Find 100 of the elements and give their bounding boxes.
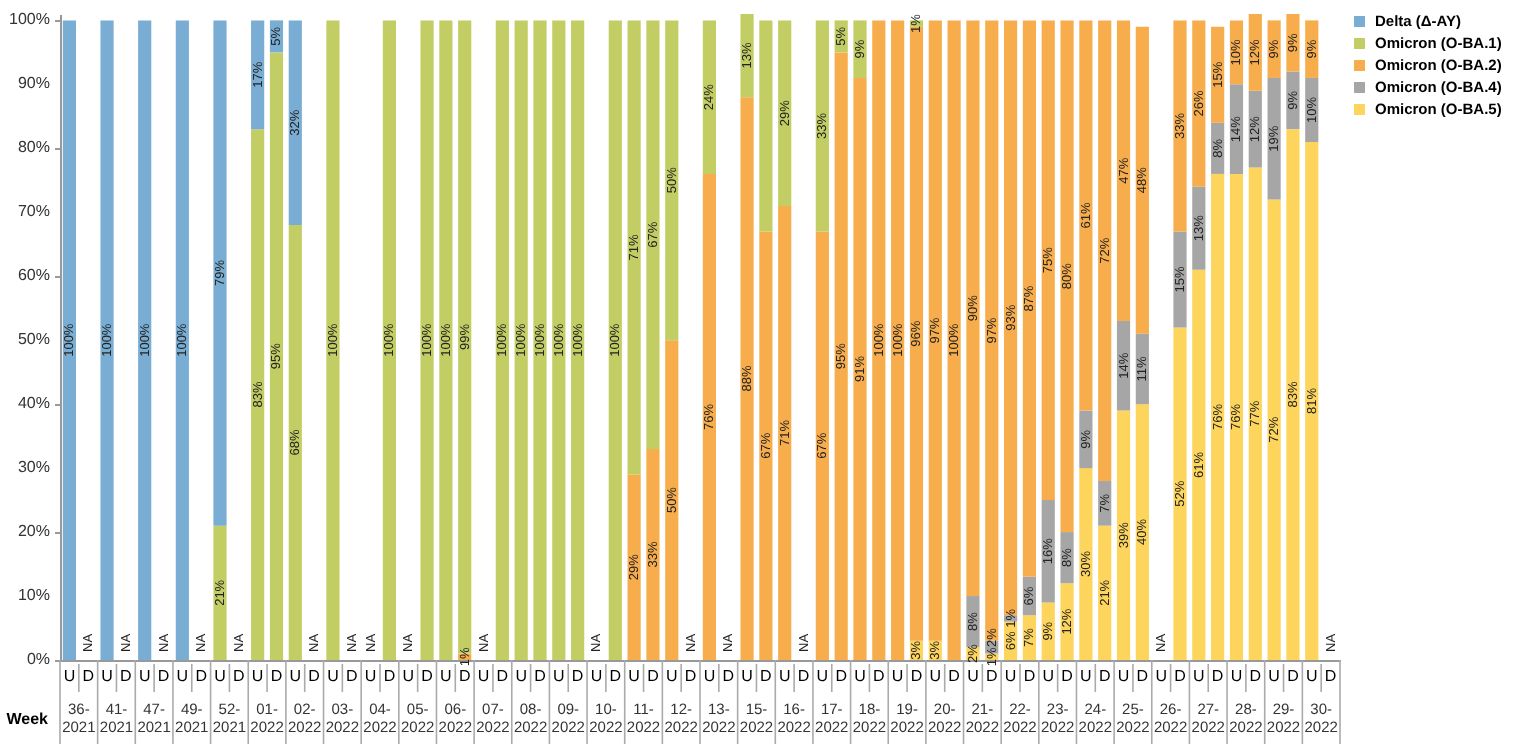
x-tick-label: U	[967, 667, 980, 685]
bar	[1079, 468, 1093, 660]
y-tick-label: 80%	[17, 138, 50, 157]
x-tick-label: U	[628, 667, 641, 685]
bar	[891, 20, 905, 660]
bar	[872, 20, 886, 660]
x-tick-label: U	[854, 667, 867, 685]
x-tick-label: D	[383, 667, 396, 685]
bar	[1098, 525, 1112, 660]
y-tick-label: 10%	[17, 586, 50, 605]
bar	[495, 20, 509, 660]
x-tick-label: D	[1061, 667, 1074, 685]
x-tick-label: D	[910, 667, 923, 685]
bar	[646, 20, 660, 449]
bar	[853, 77, 867, 660]
bar	[665, 340, 679, 660]
bar	[288, 225, 302, 660]
bar	[759, 231, 773, 660]
x-tick-label: U	[929, 667, 942, 685]
bar	[759, 20, 773, 232]
x-tick-label: D	[458, 667, 471, 685]
x-tick-label: D	[609, 667, 622, 685]
x-tick-label: U	[251, 667, 264, 685]
x-tick-label: U	[289, 667, 302, 685]
bar	[251, 129, 265, 660]
y-tick-label: 50%	[17, 330, 50, 349]
x-tick-label: D	[233, 667, 246, 685]
bar	[853, 20, 867, 78]
x-axis-title: Week	[6, 710, 50, 728]
bar	[740, 97, 754, 660]
bar	[702, 20, 716, 174]
bar	[1267, 199, 1281, 660]
x-tick-label: U	[515, 667, 528, 685]
bar	[1135, 26, 1149, 334]
x-tick-label: U	[1080, 667, 1093, 685]
bar	[834, 52, 848, 660]
y-tick-label: 20%	[17, 522, 50, 541]
x-tick-label: U	[553, 667, 566, 685]
bar	[1116, 410, 1131, 660]
bar	[1192, 269, 1206, 660]
x-tick-label: D	[1211, 667, 1224, 685]
x-tick-label: U	[778, 667, 791, 685]
x-tick-label: D	[82, 667, 95, 685]
bar	[1060, 583, 1074, 660]
x-tick-label: U	[1268, 667, 1281, 685]
bar	[175, 20, 189, 660]
bar	[815, 20, 829, 232]
bar	[288, 20, 302, 226]
x-tick-label: U	[138, 667, 151, 685]
x-tick-label: D	[797, 667, 810, 685]
x-tick-label: U	[327, 667, 340, 685]
bar	[100, 20, 114, 660]
y-tick-label: 0%	[26, 650, 50, 668]
x-tick-label: D	[1098, 667, 1111, 685]
bar	[702, 173, 716, 660]
x-tick-label: D	[1023, 667, 1036, 685]
x-tick-label: D	[647, 667, 660, 685]
bar	[1286, 14, 1300, 72]
x-tick-label: U	[1004, 667, 1017, 685]
bar	[1305, 141, 1319, 660]
bar	[420, 20, 434, 660]
x-tick-label: D	[1287, 667, 1300, 685]
x-tick-label: D	[421, 667, 434, 685]
bar	[1079, 20, 1093, 411]
bar	[269, 52, 284, 660]
x-tick-label: D	[571, 667, 584, 685]
bar	[928, 20, 942, 641]
bar	[665, 20, 679, 341]
x-tick-label: D	[1249, 667, 1262, 685]
x-tick-label: U	[1042, 667, 1055, 685]
x-tick-label: D	[195, 667, 208, 685]
bar	[251, 20, 265, 130]
bar	[1173, 327, 1187, 660]
bar	[571, 20, 585, 660]
y-tick-label: 90%	[17, 74, 50, 93]
x-tick-label: D	[722, 667, 735, 685]
y-tick-label: 60%	[17, 266, 50, 285]
bar	[778, 205, 792, 660]
bar	[552, 20, 566, 660]
bar	[382, 20, 396, 660]
x-tick-label: U	[1117, 667, 1130, 685]
x-tick-label: U	[63, 667, 76, 685]
x-tick-label: U	[364, 667, 377, 685]
x-tick-label: U	[1230, 667, 1243, 685]
bar	[138, 20, 152, 660]
bar	[1022, 20, 1036, 577]
bar	[740, 14, 754, 98]
bar	[439, 20, 453, 660]
bar	[1286, 129, 1300, 660]
bar	[1116, 20, 1131, 322]
bar	[1173, 231, 1187, 328]
bar	[627, 474, 641, 660]
bar	[1098, 20, 1112, 481]
bar	[1060, 20, 1074, 533]
bar	[1286, 71, 1300, 130]
x-tick-label: U	[101, 667, 114, 685]
x-tick-label: U	[214, 667, 227, 685]
y-tick-label: 40%	[17, 394, 50, 413]
bar	[326, 20, 340, 660]
bar	[213, 20, 227, 526]
